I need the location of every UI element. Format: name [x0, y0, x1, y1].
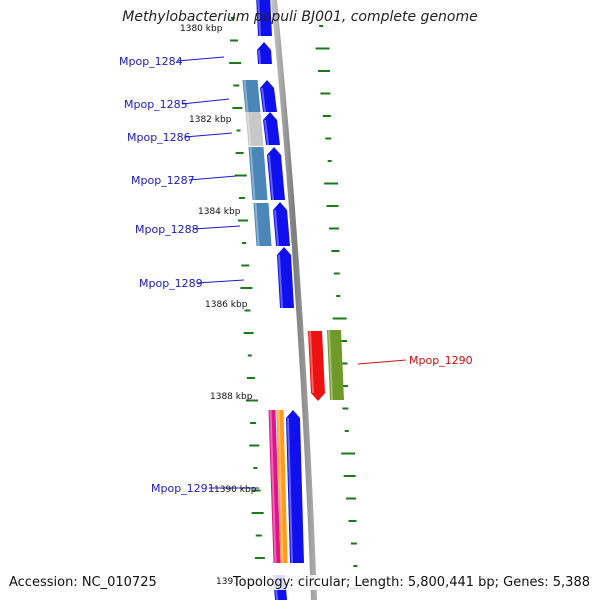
- gene-mpop-1284-forward: [257, 42, 272, 64]
- gene-mpop-1286-forward: [263, 112, 280, 145]
- kbp-label-1384: 1384 kbp: [198, 207, 241, 217]
- kbp-label-1390: 1390 kbp: [214, 485, 257, 495]
- gene-label-mpop-1284[interactable]: Mpop_1284: [119, 55, 183, 68]
- callout-line: [357, 359, 407, 365]
- cog-mpop-1285: [242, 80, 261, 112]
- gene-label-mpop-1291[interactable]: Mpop_1291: [151, 482, 215, 495]
- topology-label: Topology: circular; Length: 5,800,441 bp…: [232, 575, 590, 590]
- accession-label: Accession: NC_010725: [9, 575, 157, 590]
- map-title: Methylobacterium populi BJ001, complete …: [122, 9, 478, 25]
- gene-mpop-1287-forward: [267, 147, 285, 200]
- gene-label-mpop-1290[interactable]: Mpop_1290: [409, 354, 473, 367]
- gene-labels: Mpop_1284 Mpop_1285 Mpop_1286 Mpop_1287 …: [119, 55, 473, 495]
- feature-track: [242, 0, 344, 600]
- callout-line: [192, 225, 241, 230]
- cog-mpop-1290: [327, 330, 344, 400]
- callout-line: [196, 279, 245, 284]
- kbp-label-1388: 1388 kbp: [210, 392, 253, 402]
- gene-mpop-1283-forward: [256, 0, 272, 36]
- kbp-label-1386: 1386 kbp: [205, 300, 248, 310]
- kbp-label-1382: 1382 kbp: [189, 115, 232, 125]
- cog-mpop-1291-orange: [276, 410, 288, 563]
- callout-line: [188, 175, 237, 181]
- genome-backbone: [271, 0, 317, 600]
- gene-callouts: [176, 56, 407, 489]
- cog-mpop-1286: [245, 112, 264, 146]
- gene-label-mpop-1288[interactable]: Mpop_1288: [135, 223, 199, 236]
- cog-mpop-1291-magenta: [268, 410, 281, 563]
- gene-mpop-1291-forward: [286, 410, 304, 563]
- cog-mpop-1287: [248, 147, 268, 200]
- gene-mpop-1290-reverse: [308, 331, 325, 401]
- gene-mpop-1285-forward: [260, 80, 277, 112]
- gc-content-track: [229, 17, 364, 590]
- gene-label-mpop-1287[interactable]: Mpop_1287: [131, 174, 195, 187]
- gene-mpop-1288-forward: [273, 202, 290, 246]
- callout-line: [181, 98, 230, 105]
- gene-label-mpop-1286[interactable]: Mpop_1286: [127, 131, 191, 144]
- cog-mpop-1288: [253, 203, 272, 246]
- gene-mpop-1289-forward: [277, 247, 294, 308]
- gene-label-mpop-1289[interactable]: Mpop_1289: [139, 277, 203, 290]
- kbp-label-1380: 1380 kbp: [180, 24, 223, 34]
- callout-line: [184, 132, 233, 138]
- callout-line: [176, 56, 225, 62]
- gene-label-mpop-1285[interactable]: Mpop_1285: [124, 98, 188, 111]
